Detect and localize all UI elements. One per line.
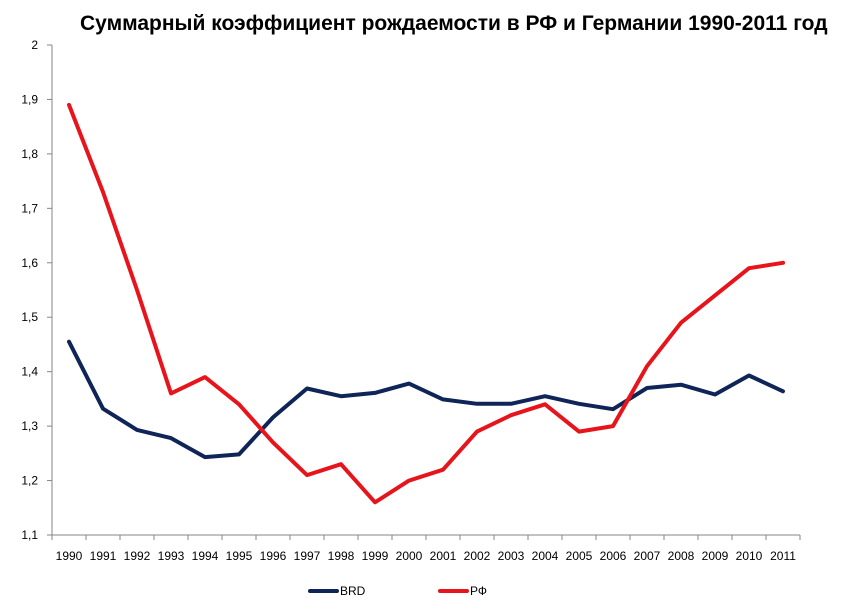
y-tick-label: 1,3 <box>21 419 38 433</box>
y-tick-label: 1,5 <box>21 310 38 324</box>
x-tick-label: 1993 <box>158 549 185 563</box>
x-tick-label: 2000 <box>396 549 423 563</box>
x-tick-label: 1999 <box>362 549 389 563</box>
chart-title: Суммарный коэффициент рождаемости в РФ и… <box>80 12 828 35</box>
axes <box>51 45 800 536</box>
x-tick-label: 1996 <box>260 549 287 563</box>
x-axis-ticks: 1990 1991 1992 1993 1994 1995 1996 1997 1998 1999… <box>51 535 801 563</box>
x-tick-label: 2011 <box>770 549 796 563</box>
x-tick-label: 2010 <box>736 549 763 563</box>
y-tick-label: 1,4 <box>21 365 38 379</box>
x-tick-label: 2008 <box>668 549 695 563</box>
series-line-BRD <box>67 339 785 460</box>
x-tick-label: 2007 <box>634 549 661 563</box>
x-tick-label: 2009 <box>702 549 729 563</box>
y-axis-ticks: 1,1 1,2 1,3 1,4 1,5 1,6 1,7 1,8 1,9 2 <box>21 38 52 542</box>
y-tick-label: 2 <box>31 38 38 52</box>
x-tick-label: 2002 <box>464 549 491 563</box>
legend-label: BRD <box>340 584 366 598</box>
x-tick-label: 1992 <box>124 549 151 563</box>
legend-label: РФ <box>470 584 487 598</box>
y-tick-label: 1,7 <box>21 201 38 215</box>
x-tick-label: 1995 <box>226 549 253 563</box>
x-tick-label: 2003 <box>498 549 525 563</box>
x-tick-label: 2005 <box>566 549 593 563</box>
x-tick-label: 2006 <box>600 549 627 563</box>
series-line-РФ <box>67 102 785 505</box>
y-tick-label: 1,2 <box>21 474 38 488</box>
y-tick-label: 1,9 <box>21 92 38 106</box>
x-tick-label: 2004 <box>532 549 559 563</box>
x-tick-label: 1997 <box>294 549 321 563</box>
x-tick-label: 1991 <box>90 549 117 563</box>
x-tick-label: 2001 <box>430 549 457 563</box>
legend: BRD РФ <box>308 584 487 598</box>
series-lines <box>67 102 785 505</box>
y-tick-label: 1,6 <box>21 256 38 270</box>
x-tick-label: 1990 <box>56 549 83 563</box>
y-tick-label: 1,1 <box>21 528 38 542</box>
y-tick-label: 1,8 <box>21 147 38 161</box>
x-tick-label: 1998 <box>328 549 355 563</box>
x-tick-label: 1994 <box>192 549 219 563</box>
